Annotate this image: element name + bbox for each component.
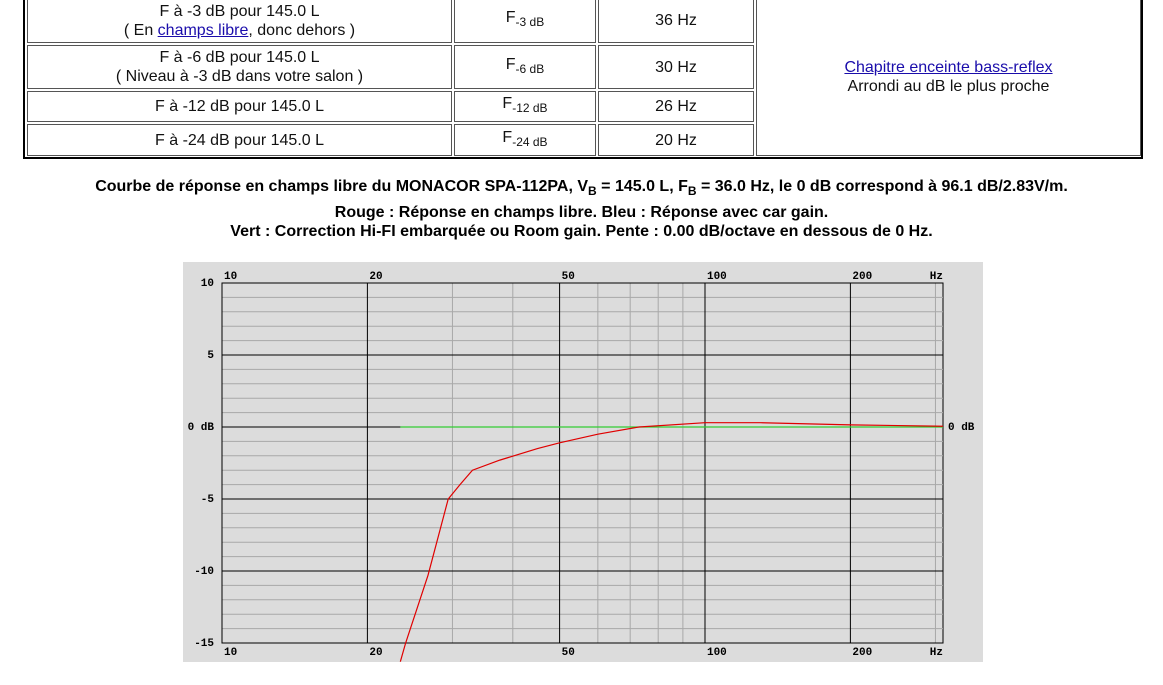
caption-sub: B xyxy=(588,184,597,199)
note-text: , donc dehors ) xyxy=(248,21,356,39)
row-label: F à -24 dB pour 145.0 L xyxy=(27,124,452,156)
symbol-main: F xyxy=(505,9,516,27)
chapter-link[interactable]: Chapitre enceinte bass-reflex xyxy=(844,59,1053,76)
row-label: F à -12 dB pour 145.0 L xyxy=(27,91,452,122)
row-symbol: F-12 dB xyxy=(454,91,596,122)
row-label: F à -6 dB pour 145.0 L ( Niveau à -3 dB … xyxy=(27,45,452,89)
row-value: 26 Hz xyxy=(598,91,754,122)
value: 26 Hz xyxy=(655,98,697,115)
label: F à -12 dB pour 145.0 L xyxy=(155,98,324,115)
y-tick-label: 5 xyxy=(207,350,214,362)
row-value: 36 Hz xyxy=(598,0,754,43)
x-tick-label-top: 200 xyxy=(852,271,872,283)
value: 36 Hz xyxy=(655,12,697,29)
x-tick-label-bottom: 20 xyxy=(369,647,382,659)
caption-line: Vert : Correction Hi-FI embarquée ou Roo… xyxy=(230,223,933,240)
y-tick-label: 0 dB xyxy=(188,422,215,434)
symbol: F-24 dB xyxy=(502,128,547,152)
caption-text: = 36.0 Hz, le 0 dB correspond à 96.1 dB/… xyxy=(696,178,1068,195)
caption-line: Rouge : Réponse en champs libre. Bleu : … xyxy=(334,204,829,221)
value: 20 Hz xyxy=(655,131,697,149)
table-outer xyxy=(23,0,1143,159)
label: F à -24 dB pour 145.0 L xyxy=(155,131,324,149)
symbol: F-6 dB xyxy=(506,55,544,79)
symbol: F-12 dB xyxy=(502,94,547,118)
x-unit-top: Hz xyxy=(930,271,943,283)
caption-text: Courbe de réponse en champs libre du MON… xyxy=(95,178,589,195)
symbol-sub: -3 dB xyxy=(515,15,545,30)
y-tick-label: -5 xyxy=(201,494,215,506)
x-unit-bottom: Hz xyxy=(930,647,943,659)
y-tick-label-right: 0 dB xyxy=(948,422,975,434)
caption-sub: B xyxy=(687,184,697,199)
link[interactable]: champs libre xyxy=(157,21,249,39)
y-tick-label: -15 xyxy=(194,638,214,650)
side-cell: Chapitre enceinte bass-reflex Arrondi au… xyxy=(756,0,1141,156)
plot-area xyxy=(221,282,944,644)
y-tick-label: 10 xyxy=(201,278,214,290)
note: ( Niveau à -3 dB dans votre salon ) xyxy=(115,68,364,85)
row-symbol: F-3 dB xyxy=(454,0,596,43)
x-tick-label-bottom: 10 xyxy=(224,647,237,659)
label: F à -3 dB pour 145.0 L xyxy=(159,2,320,20)
x-tick-label-top: 50 xyxy=(562,271,575,283)
row-value: 30 Hz xyxy=(598,45,754,89)
symbol-sub: -12 dB xyxy=(512,101,548,116)
caption-text: = 145.0 L, F xyxy=(596,178,688,195)
x-tick-label-bottom: 100 xyxy=(707,647,727,659)
value: 30 Hz xyxy=(655,58,697,76)
x-tick-label-bottom: 50 xyxy=(562,647,575,659)
response-curve xyxy=(399,422,944,662)
x-tick-label-top: 100 xyxy=(707,271,727,283)
row-symbol: F-24 dB xyxy=(454,124,596,156)
chart: 10 5 0 dB 0 dB -5 -10 -15 10 10 20 20 50 50 100 100 200… xyxy=(183,262,983,662)
row-value: 20 Hz xyxy=(598,124,754,156)
x-tick-label-top: 20 xyxy=(369,271,382,283)
caption-line: Courbe de réponse en champs libre du MON… xyxy=(0,178,1163,198)
symbol-main: F xyxy=(505,55,516,73)
y-tick-label: -10 xyxy=(194,566,214,578)
symbol: F-3 dB xyxy=(506,8,544,32)
label: F à -6 dB pour 145.0 L xyxy=(159,49,320,66)
side-text: Arrondi au dB le plus proche xyxy=(847,78,1050,95)
symbol-sub: -24 dB xyxy=(512,135,548,150)
note: ( En champs libre, donc dehors ) xyxy=(124,21,355,40)
symbol-sub: -6 dB xyxy=(515,62,545,77)
note-text: ( En xyxy=(123,21,158,39)
x-tick-label-bottom: 200 xyxy=(852,647,872,659)
row-label: F à -3 dB pour 145.0 L ( En champs libre… xyxy=(27,0,452,43)
symbol-main: F xyxy=(502,128,513,146)
row-symbol: F-6 dB xyxy=(454,45,596,89)
x-tick-label-top: 10 xyxy=(224,271,237,283)
symbol-main: F xyxy=(502,95,513,113)
